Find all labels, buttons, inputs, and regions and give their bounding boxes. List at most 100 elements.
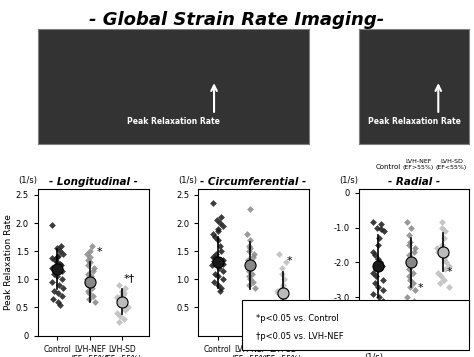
Point [277, 310, 284, 316]
Point [284, 302, 292, 307]
Point [281, 276, 288, 282]
Point [55, 282, 63, 288]
Point [274, 291, 282, 296]
Point [405, 267, 413, 272]
Point [442, 260, 449, 265]
Point [284, 321, 292, 327]
Point [246, 206, 254, 212]
Point [219, 268, 227, 274]
Point [246, 237, 254, 243]
Point [114, 296, 121, 302]
Point [244, 262, 252, 268]
Point [85, 288, 92, 293]
Point [374, 256, 382, 262]
Point [369, 291, 376, 297]
Point [372, 253, 379, 258]
Point [85, 257, 92, 262]
Text: (1/s): (1/s) [178, 176, 197, 185]
Point [274, 307, 282, 313]
Point [87, 273, 95, 279]
Point [214, 226, 222, 231]
Point [445, 263, 452, 269]
Point [209, 254, 217, 260]
Point [245, 243, 253, 248]
Point [215, 265, 223, 271]
Y-axis label: Peak Relaxation Rate: Peak Relaxation Rate [4, 215, 13, 310]
Point [375, 235, 383, 241]
Point [91, 299, 99, 305]
Point [374, 225, 381, 230]
Point [434, 270, 442, 276]
Point [84, 271, 91, 277]
Point [405, 242, 413, 248]
Point [410, 298, 417, 303]
Point [86, 260, 93, 265]
Point [118, 288, 126, 293]
Point [273, 288, 281, 293]
Point [214, 228, 222, 234]
Point [283, 330, 291, 336]
Point [245, 273, 253, 279]
Point [211, 255, 219, 261]
Point [120, 291, 128, 296]
Point [438, 225, 446, 230]
Point [84, 262, 92, 268]
Point [379, 308, 387, 314]
Text: (1/s): (1/s) [339, 176, 358, 185]
Point [281, 305, 289, 310]
Point [249, 279, 257, 285]
Point [406, 277, 414, 283]
Point [245, 248, 253, 254]
Text: *: * [447, 267, 453, 277]
Point [216, 288, 224, 293]
Point [403, 295, 411, 300]
Point [217, 220, 224, 226]
Text: *†: *† [123, 273, 135, 283]
Text: LVH-NEF
(EF>55%): LVH-NEF (EF>55%) [403, 159, 434, 170]
Text: (1/s): (1/s) [18, 176, 37, 185]
Point [282, 293, 289, 299]
Point [90, 265, 98, 271]
Point [405, 273, 413, 279]
Point [407, 239, 414, 245]
Point [88, 243, 96, 248]
Point [372, 273, 380, 279]
Point [375, 295, 383, 300]
Point [279, 282, 287, 288]
Point [374, 242, 382, 248]
Point [410, 281, 417, 286]
Point [282, 260, 290, 265]
Point [250, 254, 257, 260]
Point [120, 316, 128, 322]
Point [54, 253, 62, 258]
Text: *: * [418, 283, 423, 293]
Point [282, 299, 289, 305]
Point [246, 282, 253, 288]
Point [445, 284, 453, 290]
Point [86, 291, 93, 296]
Point [246, 265, 254, 271]
Point [216, 243, 224, 248]
Point [56, 261, 64, 266]
Point [210, 258, 218, 264]
Point [113, 310, 121, 316]
Point [251, 285, 259, 291]
Point [442, 253, 449, 258]
Point [211, 234, 219, 240]
Point [48, 265, 56, 271]
Point [121, 298, 129, 303]
Point [371, 281, 379, 286]
Point [57, 243, 64, 248]
Point [374, 284, 382, 290]
Point [86, 279, 93, 285]
Point [119, 299, 127, 305]
Point [215, 273, 222, 279]
Point [405, 253, 412, 258]
Point [371, 301, 379, 307]
Point [376, 322, 384, 328]
Point [56, 248, 64, 254]
Point [245, 257, 252, 262]
Point [50, 271, 58, 277]
Point [246, 276, 254, 282]
Point [83, 276, 91, 282]
